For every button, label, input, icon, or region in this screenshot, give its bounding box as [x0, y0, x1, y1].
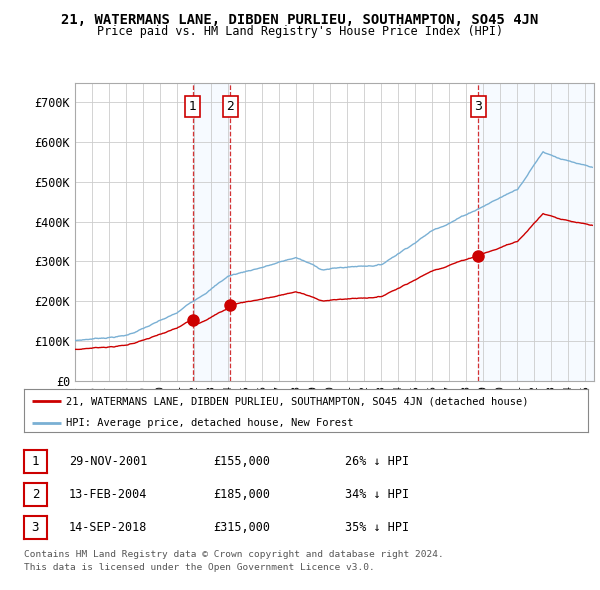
Text: £185,000: £185,000	[213, 488, 270, 501]
Text: Price paid vs. HM Land Registry's House Price Index (HPI): Price paid vs. HM Land Registry's House …	[97, 25, 503, 38]
Text: 14-SEP-2018: 14-SEP-2018	[69, 521, 148, 534]
Bar	[478, 83, 594, 381]
Text: 3: 3	[32, 521, 39, 534]
Text: 1: 1	[32, 455, 39, 468]
Bar	[193, 83, 230, 381]
Text: 3: 3	[475, 100, 482, 113]
Text: Contains HM Land Registry data © Crown copyright and database right 2024.: Contains HM Land Registry data © Crown c…	[24, 550, 444, 559]
Text: 34% ↓ HPI: 34% ↓ HPI	[345, 488, 409, 501]
Text: 35% ↓ HPI: 35% ↓ HPI	[345, 521, 409, 534]
Text: 2: 2	[226, 100, 234, 113]
Text: HPI: Average price, detached house, New Forest: HPI: Average price, detached house, New …	[66, 418, 354, 428]
Text: 29-NOV-2001: 29-NOV-2001	[69, 455, 148, 468]
Text: This data is licensed under the Open Government Licence v3.0.: This data is licensed under the Open Gov…	[24, 563, 375, 572]
Text: 21, WATERMANS LANE, DIBDEN PURLIEU, SOUTHAMPTON, SO45 4JN: 21, WATERMANS LANE, DIBDEN PURLIEU, SOUT…	[61, 13, 539, 27]
Text: 21, WATERMANS LANE, DIBDEN PURLIEU, SOUTHAMPTON, SO45 4JN (detached house): 21, WATERMANS LANE, DIBDEN PURLIEU, SOUT…	[66, 396, 529, 407]
Text: 13-FEB-2004: 13-FEB-2004	[69, 488, 148, 501]
Text: 2: 2	[32, 488, 39, 501]
Text: £155,000: £155,000	[213, 455, 270, 468]
Text: £315,000: £315,000	[213, 521, 270, 534]
Text: 1: 1	[188, 100, 197, 113]
Text: 26% ↓ HPI: 26% ↓ HPI	[345, 455, 409, 468]
